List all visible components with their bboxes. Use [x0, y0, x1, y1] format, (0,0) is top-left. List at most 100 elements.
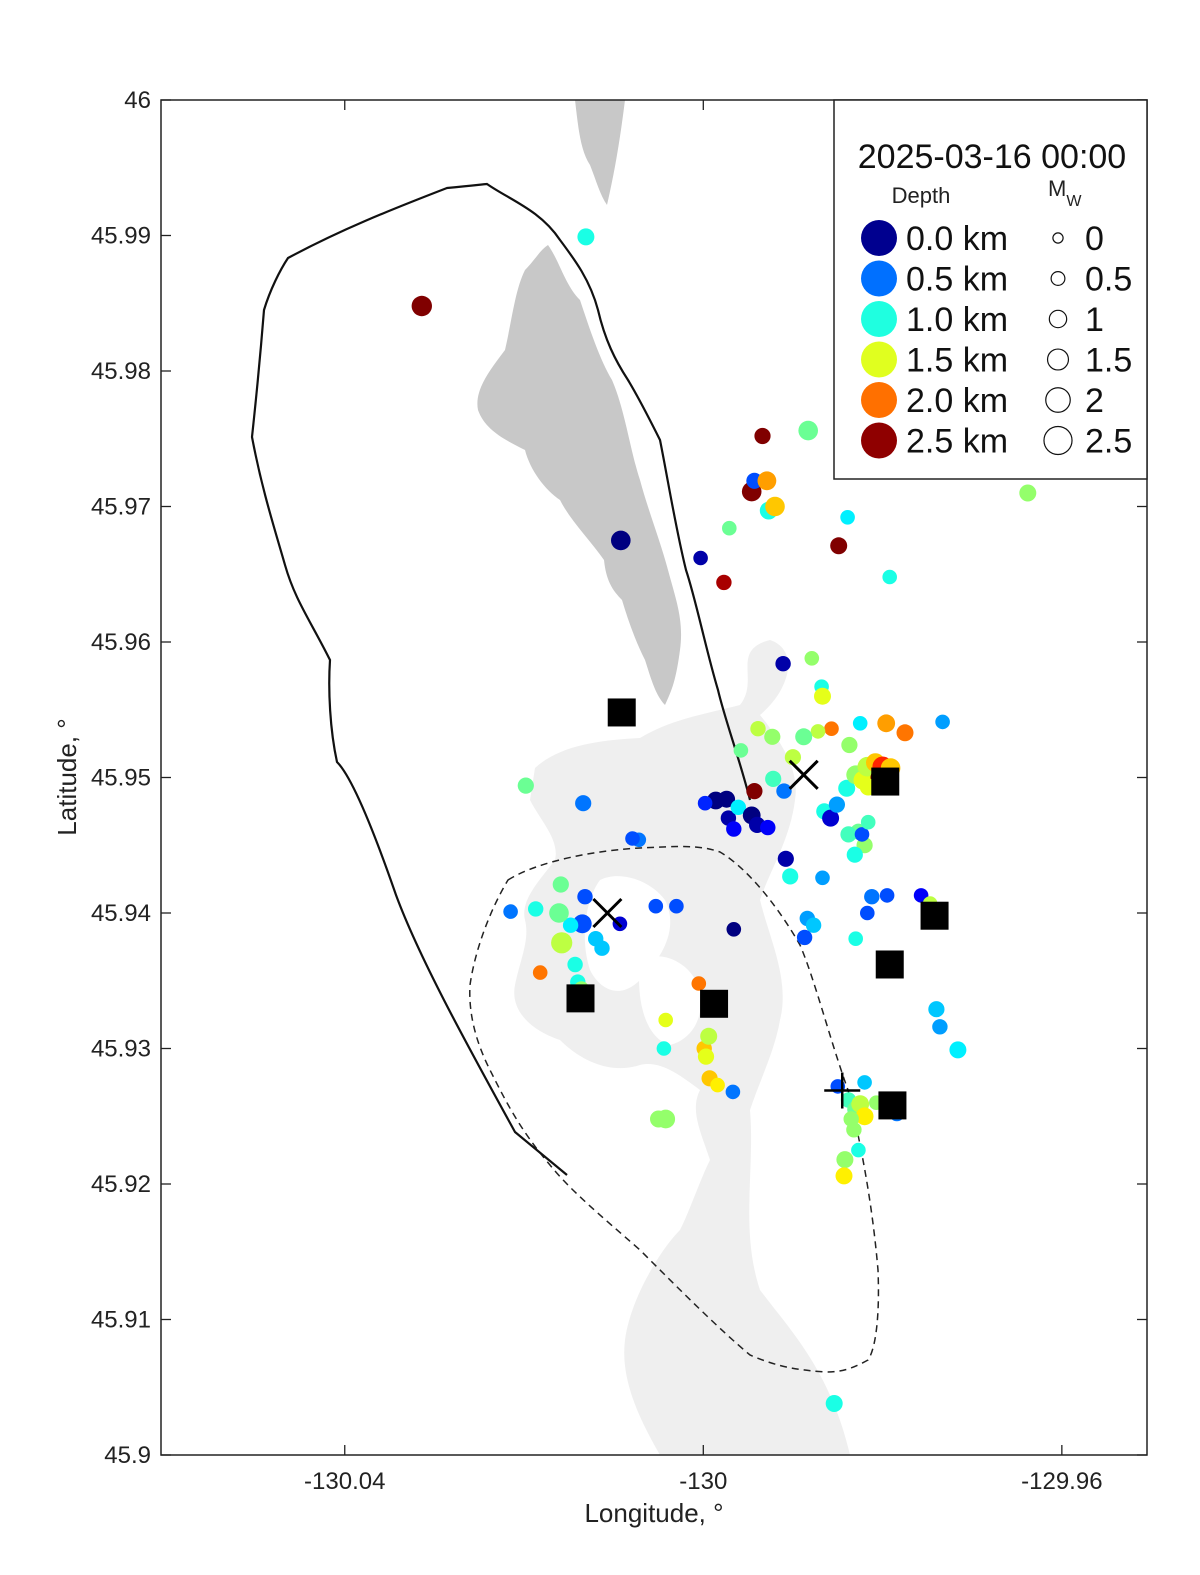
- earthquake-point: [825, 1395, 843, 1412]
- y-tick-label: 45.93: [91, 1036, 151, 1063]
- earthquake-point: [552, 876, 569, 893]
- square-marker: [920, 901, 949, 930]
- earthquake-point: [532, 965, 548, 980]
- legend-depth-label: 2.0 km: [906, 382, 1008, 420]
- legend-depth-swatch: [861, 382, 897, 418]
- earthquake-point: [935, 714, 950, 730]
- earthquake-point: [860, 905, 875, 921]
- square-marker: [878, 1091, 907, 1120]
- legend-depth-label: 0.0 km: [906, 220, 1008, 258]
- legend-magnitude-swatch: [1045, 387, 1071, 413]
- earthquake-point: [718, 790, 736, 808]
- earthquake-point: [549, 903, 569, 923]
- legend-magnitude-swatch: [1046, 348, 1070, 371]
- y-tick-label: 45.95: [91, 765, 151, 792]
- earthquake-point: [697, 1048, 715, 1065]
- earthquake-point: [656, 1041, 672, 1056]
- earthquake-point: [810, 724, 826, 739]
- legend-depth-label: 1.0 km: [906, 301, 1008, 339]
- legend: 2025-03-16 00:00 Depth MW 0.0 km0.5 km1.…: [833, 99, 1148, 480]
- y-tick-label: 45.99: [91, 223, 151, 250]
- earthquake-point: [697, 795, 713, 811]
- earthquake-point: [528, 901, 544, 917]
- earthquake-point: [798, 420, 818, 441]
- earthquake-point: [567, 956, 583, 973]
- earthquake-point: [733, 743, 749, 758]
- earthquake-point: [822, 809, 840, 827]
- earthquake-point: [716, 574, 732, 591]
- legend-depth-label: 1.5 km: [906, 342, 1008, 380]
- legend-depth-label: 2.5 km: [906, 423, 1008, 461]
- earthquake-point: [830, 537, 848, 555]
- earthquake-point: [814, 687, 831, 705]
- earthquake-point: [693, 550, 708, 566]
- map-plot-area: [250, 100, 1037, 1455]
- square-marker: [566, 984, 595, 1013]
- station-markers: [566, 698, 949, 1120]
- earthquake-point: [860, 814, 876, 830]
- square-marker: [607, 698, 636, 727]
- legend-magnitude-swatch: [1048, 309, 1068, 329]
- earthquake-point: [551, 932, 573, 954]
- legend-magnitude-label: 1: [1085, 301, 1104, 339]
- earthquake-point: [725, 1084, 741, 1100]
- earthquake-point: [726, 922, 742, 937]
- earthquake-point: [776, 783, 792, 799]
- legend-magnitude-symbol: M: [1048, 176, 1066, 201]
- earthquake-point: [815, 870, 830, 886]
- earthquake-point: [656, 1109, 676, 1129]
- legend-depth-swatch: [861, 301, 897, 337]
- y-tick-label: 45.91: [91, 1307, 151, 1334]
- legend-magnitude-header: MW: [1048, 176, 1082, 210]
- earthquake-point: [854, 827, 870, 842]
- earthquake-point: [795, 728, 813, 746]
- earthquake-point: [777, 850, 794, 867]
- legend-magnitude-label: 0: [1085, 220, 1104, 258]
- earthquake-point: [577, 889, 593, 905]
- y-tick-label: 45.94: [91, 900, 151, 927]
- earthquake-point: [846, 1122, 862, 1138]
- earthquake-point: [700, 1027, 718, 1045]
- earthquake-point: [611, 530, 631, 551]
- square-marker: [700, 989, 729, 1018]
- earthquake-point: [835, 1167, 853, 1185]
- legend-depth-swatch: [861, 341, 897, 378]
- legend-rows: 0.0 km0.5 km1.0 km1.5 km2.0 km2.5 km 00.5…: [861, 220, 1132, 461]
- earthquake-point: [669, 898, 684, 914]
- legend-title-date: 2025-03-16 00:00: [858, 138, 1126, 176]
- earthquake-point: [726, 821, 742, 837]
- earthquake-point: [838, 779, 856, 797]
- legend-magnitude-subscript: W: [1066, 193, 1082, 210]
- earthquake-point: [757, 471, 777, 491]
- earthquake-point: [648, 898, 664, 914]
- y-tick-label: 45.98: [91, 358, 151, 385]
- earthquake-point: [796, 929, 813, 946]
- earthquake-point: [765, 770, 782, 788]
- earthquake-point: [840, 826, 857, 843]
- earthquake-point: [517, 777, 534, 794]
- legend-depth-swatch: [861, 422, 897, 459]
- survey-boundary-outline: [250, 182, 752, 1176]
- earthquake-point: [805, 917, 822, 933]
- earthquake-point: [754, 427, 771, 445]
- earthquake-point: [691, 976, 707, 991]
- square-marker: [875, 950, 904, 979]
- legend-depth-header: Depth: [892, 183, 951, 208]
- earthquake-point: [841, 736, 858, 754]
- earthquake-point: [411, 295, 432, 317]
- earthquake-point: [760, 819, 776, 836]
- y-tick-label: 46: [124, 87, 151, 114]
- earthquake-point: [882, 569, 897, 585]
- earthquake-point: [784, 749, 802, 766]
- earthquake-markers: [411, 228, 1037, 1412]
- y-tick-label: 45.92: [91, 1171, 151, 1198]
- earthquake-point: [730, 799, 746, 815]
- earthquake-point: [855, 1107, 874, 1126]
- earthquake-point: [658, 1012, 673, 1028]
- earthquake-point: [824, 721, 839, 736]
- earthquake-point: [804, 651, 820, 666]
- earthquake-point: [764, 728, 781, 745]
- earthquake-point: [625, 831, 640, 846]
- earthquake-point: [836, 1151, 854, 1169]
- earthquake-point: [857, 1075, 872, 1090]
